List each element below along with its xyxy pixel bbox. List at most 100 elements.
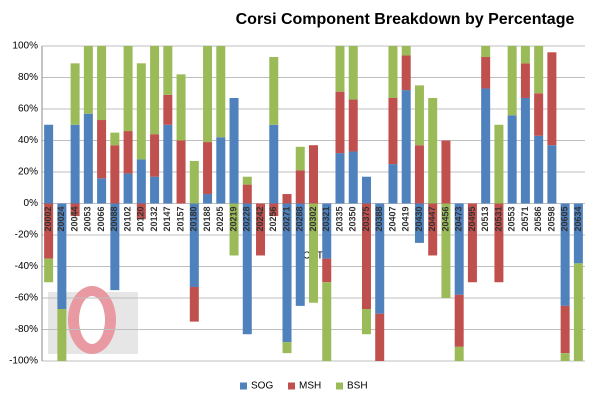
- bar: [494, 203, 504, 283]
- y-tick-label: 100%: [12, 41, 38, 52]
- bar: [83, 113, 93, 204]
- bar: [348, 46, 358, 100]
- bar: [70, 124, 80, 204]
- x-tick-label: 20456: [440, 207, 450, 232]
- bar: [83, 46, 93, 114]
- bar: [375, 203, 385, 314]
- bar: [216, 137, 226, 204]
- bar: [454, 346, 464, 361]
- bar: [70, 203, 80, 217]
- x-tick-label: 20513: [480, 207, 490, 232]
- bar: [401, 46, 411, 56]
- bar: [401, 90, 411, 204]
- x-tick-label: 20219: [228, 207, 238, 232]
- bar: [309, 145, 318, 204]
- y-tick-label: -40%: [15, 261, 38, 272]
- x-tick-label: 20430: [414, 207, 424, 232]
- x-tick-label: 20228: [242, 207, 252, 232]
- bar: [242, 176, 252, 185]
- bar: [123, 173, 133, 204]
- bar: [269, 203, 279, 217]
- x-tick-label: 20256: [268, 207, 278, 232]
- bar: [176, 74, 186, 141]
- bar: [44, 258, 54, 283]
- bar: [322, 203, 332, 259]
- bar: [203, 46, 213, 143]
- bar: [203, 142, 213, 195]
- x-tick-label: 20147: [162, 207, 172, 232]
- x-tick-label: 20419: [401, 207, 411, 232]
- bar: [454, 203, 464, 295]
- bar: [414, 203, 424, 243]
- bar: [57, 203, 67, 310]
- legend-swatch: [240, 382, 247, 390]
- bar: [256, 203, 266, 256]
- x-tick-label: 20531: [493, 207, 503, 232]
- bar: [282, 342, 292, 354]
- legend-label: MSH: [299, 381, 321, 392]
- y-tick-label: 40%: [18, 135, 38, 146]
- bar: [428, 97, 438, 204]
- bar: [189, 203, 199, 287]
- bar: [176, 140, 186, 204]
- x-tick-label: 20586: [533, 207, 543, 232]
- x-tick-label: 20242: [255, 207, 265, 232]
- y-tick-label: 0%: [24, 198, 39, 209]
- x-tick-label: 20088: [109, 207, 119, 232]
- x-tick-label: 20375: [361, 207, 371, 232]
- bar: [361, 309, 371, 335]
- x-tick-label: 20102: [122, 207, 132, 232]
- bar: [534, 93, 544, 136]
- bar: [560, 203, 570, 306]
- bar: [97, 120, 107, 179]
- bar: [375, 313, 385, 361]
- x-tick-label: 20571: [520, 207, 530, 232]
- bar: [295, 170, 305, 204]
- x-tick-label: 20288: [295, 207, 305, 232]
- x-tick-label: 20335: [334, 207, 344, 232]
- chart-title: Corsi Component Breakdown by Percentage: [236, 11, 575, 28]
- bar: [110, 145, 120, 204]
- x-tick-label: 20024: [56, 207, 66, 232]
- y-tick-label: -20%: [15, 230, 38, 241]
- x-tick-label: 20350: [348, 207, 358, 232]
- bar: [163, 46, 173, 95]
- bar: [560, 353, 570, 361]
- legend-label: SOG: [251, 381, 273, 392]
- bar: [481, 57, 491, 89]
- y-tick-label: -100%: [9, 356, 38, 367]
- x-tick-label: 20066: [96, 207, 106, 232]
- bar: [189, 286, 199, 322]
- x-tick-label: 20271: [281, 207, 291, 232]
- x-tick-label: 20605: [560, 207, 570, 232]
- x-tick-label: 20473: [454, 207, 464, 232]
- x-tick-label: 20180: [189, 207, 199, 232]
- bar: [242, 203, 252, 335]
- bar: [322, 258, 332, 283]
- bar: [441, 140, 451, 204]
- bar: [481, 88, 491, 204]
- bar: [388, 97, 398, 165]
- bar: [560, 305, 570, 354]
- bar: [534, 46, 544, 94]
- x-tick-label: 20157: [175, 207, 185, 232]
- x-tick-label: 20302: [308, 207, 318, 232]
- bar: [441, 203, 451, 298]
- x-tick-label: 20120: [136, 207, 146, 232]
- bar: [136, 203, 146, 220]
- bar: [388, 46, 398, 98]
- bar: [150, 176, 160, 204]
- bar: [189, 160, 199, 204]
- bar: [547, 52, 557, 146]
- bar: [110, 203, 120, 291]
- bar: [335, 153, 345, 204]
- bar: [242, 184, 252, 204]
- y-tick-label: 80%: [18, 72, 38, 83]
- bar: [335, 91, 345, 154]
- bar: [361, 203, 371, 310]
- bar: [361, 176, 371, 204]
- bar: [163, 124, 173, 204]
- bar: [414, 145, 424, 204]
- y-tick-label: -80%: [15, 324, 38, 335]
